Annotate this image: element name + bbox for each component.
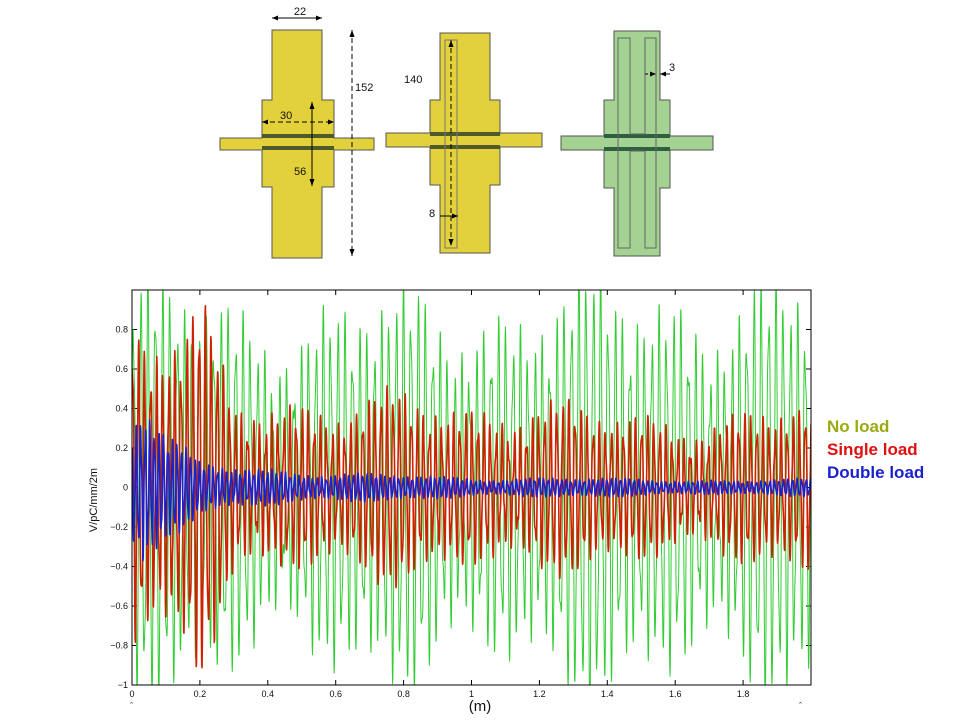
legend: No load Single load Double load xyxy=(827,417,924,482)
y-tick-label: −0.6 xyxy=(110,601,128,611)
legend-entry-2: Single load xyxy=(827,440,918,459)
cavity-body-3 xyxy=(560,30,714,257)
dim-label-slot-offset: 8 xyxy=(429,208,435,220)
y-tick-label: 0 xyxy=(123,483,128,493)
x-axis-label: (m) xyxy=(469,698,492,715)
y-tick-label: −1 xyxy=(118,680,128,690)
dim-arrow-full-top xyxy=(349,30,355,37)
dim-arrow-top-right xyxy=(316,15,322,21)
plot-frame xyxy=(131,289,812,686)
wakefield-chart: 0 0.2 0.4 0.6 0.8 1 1.2 1.4 1.6 1.8 −1 −0.8 −0.6 −0.4… xyxy=(88,289,924,715)
cavity-slot-1b xyxy=(262,146,334,150)
cavity-body-2 xyxy=(385,32,543,254)
x-tick-label: 0.8 xyxy=(397,689,410,699)
dim-label-mid-width: 30 xyxy=(280,110,292,122)
x-tick-label: 1 xyxy=(469,689,474,699)
x-tick-label: 1.8 xyxy=(737,689,750,699)
dim-arrow-slot-bottom xyxy=(448,239,454,246)
x-tick-label: 1.6 xyxy=(669,689,682,699)
cavity-body-1 xyxy=(219,29,375,259)
cavity-slot-3a xyxy=(604,134,670,138)
dim-label-slot-length: 140 xyxy=(404,74,422,86)
cavity-inner-outline-3 xyxy=(617,37,657,249)
cavity-slot-3b xyxy=(604,147,670,151)
x-axis-caret-left: ˆ xyxy=(130,701,133,711)
legend-entry-1: No load xyxy=(827,417,889,436)
y-tick-label: 0.2 xyxy=(115,443,128,453)
dim-arrow-midh-bottom xyxy=(309,179,315,186)
dim-label-top-width: 22 xyxy=(294,6,306,18)
y-axis-label: V/pC/mm/2m xyxy=(88,468,100,532)
cavity-shape-2: 140 8 xyxy=(385,32,543,254)
tick-labels: 0 0.2 0.4 0.6 0.8 1 1.2 1.4 1.6 1.8 −1 −0.8 −0.6 −0.4… xyxy=(110,325,749,700)
legend-entry-3: Double load xyxy=(827,463,924,482)
dim-arrow-gap-right xyxy=(660,71,666,77)
dim-label-full-height: 152 xyxy=(355,82,373,94)
y-tick-label: 0.8 xyxy=(115,325,128,335)
dim-arrow-slot-top xyxy=(448,40,454,47)
cavity-shape-1: 22 152 30 56 xyxy=(219,6,375,259)
dim-arrow-top-left xyxy=(272,15,278,21)
cavity-slot-2b xyxy=(430,145,500,149)
x-tick-label: 1.4 xyxy=(601,689,614,699)
cavity-shape-3: 3 xyxy=(560,30,714,257)
x-tick-label: 1.2 xyxy=(533,689,546,699)
dim-arrow-midh-top xyxy=(309,102,315,109)
dim-arrow-full-bottom xyxy=(349,249,355,256)
dim-arrow-gap-left xyxy=(650,71,656,77)
cavity-slot-1a xyxy=(262,134,334,138)
x-tick-label: 0.4 xyxy=(262,689,275,699)
dim-label-mid-height: 56 xyxy=(294,166,306,178)
y-tick-label: −0.2 xyxy=(110,522,128,532)
x-tick-label: 0.6 xyxy=(329,689,342,699)
y-tick-label: −0.8 xyxy=(110,641,128,651)
dim-arrow-offset-right xyxy=(452,213,458,219)
dim-label-green-gap: 3 xyxy=(669,62,675,74)
y-tick-label: 0.4 xyxy=(115,404,128,414)
x-tick-label: 0 xyxy=(129,689,134,699)
series-line-2 xyxy=(132,304,811,669)
x-tick-label: 0.2 xyxy=(194,689,207,699)
series-line-3 xyxy=(132,419,811,562)
dim-arrow-mid-left xyxy=(262,119,268,125)
dim-arrow-mid-right xyxy=(328,119,334,125)
cavity-slot-2a xyxy=(430,132,500,136)
y-tick-label: 0.6 xyxy=(115,364,128,374)
x-axis-caret-right: ˆ xyxy=(799,701,802,711)
series-lines xyxy=(132,290,811,685)
y-tick-label: −0.4 xyxy=(110,562,128,572)
cavity-diagram: 22 152 30 56 140 xyxy=(219,6,714,259)
